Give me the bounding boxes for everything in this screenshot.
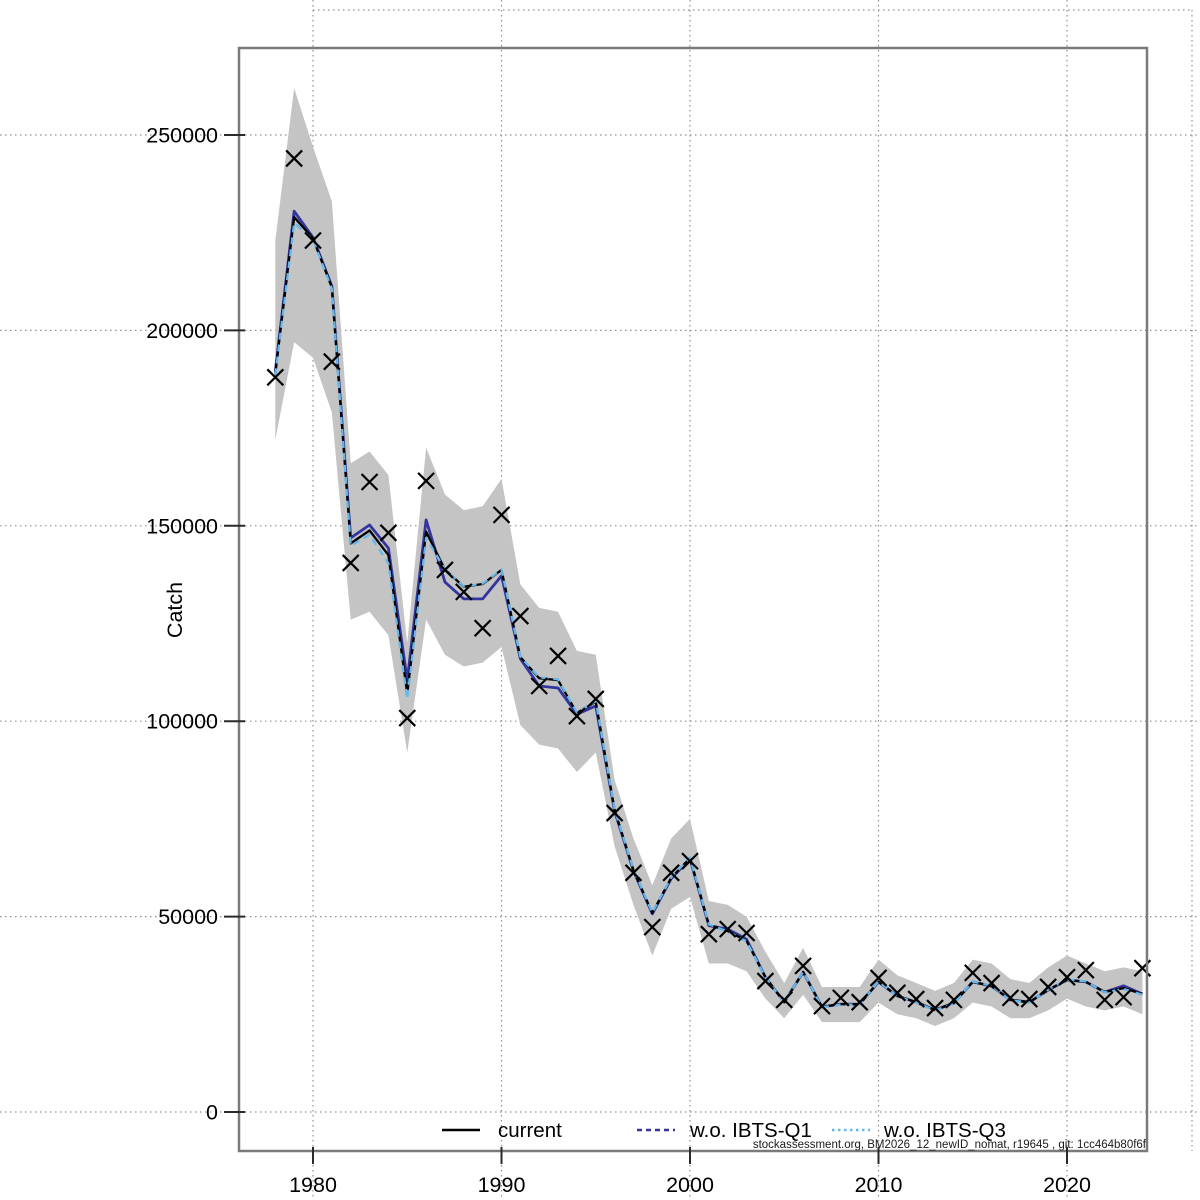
observed-x-marker: [1077, 961, 1095, 979]
observed-x-marker: [643, 918, 662, 936]
observed-x-marker: [1039, 978, 1057, 996]
observed-x-marker: [530, 677, 548, 695]
y-tick-label: 150000: [146, 514, 218, 538]
observed-x-marker: [436, 561, 454, 579]
plot-frame: [237, 46, 1149, 1153]
observed-x-marker: [850, 993, 869, 1011]
observed-x-marker: [323, 352, 341, 371]
observed-x-marker: [398, 709, 417, 727]
observed-x-marker: [1020, 990, 1039, 1008]
observed-x-marker: [379, 524, 398, 542]
observed-x-marker: [341, 554, 360, 572]
observed-x-marker: [360, 473, 379, 491]
x-tick-label: 2010: [855, 1173, 903, 1197]
y-tick-label: 200000: [146, 319, 218, 343]
observed-x-marker: [417, 472, 435, 490]
observed-x-marker: [681, 852, 699, 870]
legend-label-3: w.o. IBTS-Q3: [883, 1119, 1006, 1142]
y-axis-title: Catch: [163, 582, 187, 638]
observed-x-marker: [700, 925, 718, 943]
legend-label-1: current: [498, 1119, 562, 1142]
footer-attribution: stockassessment.org, BM2026_12_newID_nom…: [753, 1139, 1147, 1151]
observed-x-marker: [624, 864, 643, 882]
observed-x-marker: [794, 957, 812, 975]
observed-x-marker: [775, 991, 794, 1009]
observed-x-marker: [813, 997, 831, 1015]
confidence-band: [275, 88, 1143, 1027]
observed-x-marker: [982, 974, 1001, 992]
observed-x-marker: [1114, 988, 1133, 1006]
series-lines: [273, 209, 1143, 1012]
x-tick-label: 2000: [666, 1173, 714, 1197]
legend-label-2: w.o. IBTS-Q1: [689, 1119, 812, 1142]
observed-x-marker: [718, 920, 737, 938]
series-line-w-o-ibts-q3: [274, 221, 1143, 1012]
y-axis: 0 50000 100000 150000 200000 250000: [146, 124, 245, 1125]
observed-x-marker: [1001, 989, 1020, 1007]
observed-x-marker: [586, 690, 605, 708]
x-tick-label: 1980: [289, 1173, 337, 1197]
observed-x-marker: [473, 619, 492, 637]
observed-x-marker: [304, 231, 322, 250]
observed-x-marker: [888, 984, 907, 1002]
observed-x-marker: [945, 991, 963, 1009]
observed-x-marker: [455, 583, 473, 601]
series-line-w-o-ibts-q1: [273, 209, 1143, 1012]
observed-x-marker: [568, 707, 586, 725]
series-line-current: [274, 215, 1143, 1012]
legend: current w.o. IBTS-Q1 w.o. IBTS-Q3: [442, 1119, 1006, 1142]
observed-x-marker: [605, 804, 624, 822]
observed-x-marker: [662, 864, 680, 882]
x-tick-label: 1990: [478, 1173, 526, 1197]
x-tick-label: 2020: [1043, 1173, 1091, 1197]
observed-x-marker: [869, 969, 888, 987]
observed-x-marker: [963, 964, 982, 982]
y-tick-label: 100000: [146, 710, 218, 734]
observed-x-marker: [285, 149, 303, 168]
x-axis: 1980 1990 2000 2010 2020: [289, 1147, 1091, 1197]
observed-x-marker: [926, 999, 944, 1017]
observed-x-marker: [549, 647, 567, 665]
observed-x-marker: [832, 989, 850, 1007]
confidence-band-area: [275, 88, 1143, 1027]
observation-markers: [266, 149, 1152, 1017]
observed-x-marker: [492, 506, 511, 524]
observed-x-marker: [737, 924, 756, 942]
observed-x-marker: [1058, 968, 1076, 986]
observed-x-marker: [266, 368, 285, 387]
y-tick-label: 250000: [146, 124, 218, 148]
observed-x-marker: [907, 990, 925, 1008]
y-tick-label: 50000: [158, 905, 218, 929]
y-tick-label: 0: [206, 1101, 218, 1125]
observed-x-marker: [1095, 991, 1114, 1009]
observed-x-marker: [511, 607, 530, 625]
observed-x-marker: [756, 972, 775, 990]
